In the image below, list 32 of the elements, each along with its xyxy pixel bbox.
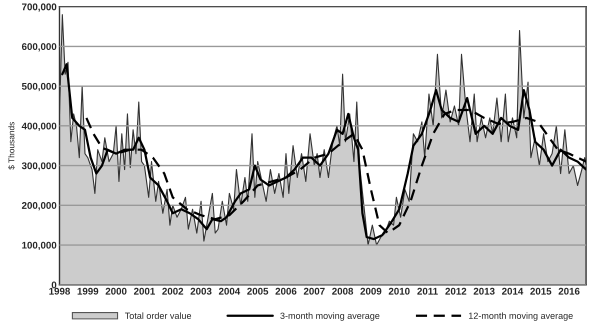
y-tick-label: 300,000: [22, 162, 56, 171]
x-tick-label: 2014: [502, 288, 524, 295]
x-tick-label: 2006: [276, 288, 296, 295]
legend-label: 12-month moving average: [468, 312, 573, 321]
y-tick-label: 600,000: [22, 43, 56, 52]
x-tick-label: 2013: [474, 288, 495, 295]
line-series: [61, 63, 586, 240]
x-tick-label: 2007: [304, 288, 325, 295]
x-tick-label: 2016: [558, 288, 580, 295]
legend-label: 3-month moving average: [280, 312, 380, 321]
x-tick-label: 2003: [190, 288, 212, 295]
x-tick-label: 2002: [162, 288, 184, 295]
x-tick-label: 2004: [218, 288, 240, 295]
x-tick-label: 2001: [134, 288, 155, 295]
y-tick-label: 700,000: [22, 3, 56, 12]
y-tick-label: 100,000: [22, 242, 56, 250]
x-tick-label: 1998: [49, 288, 70, 295]
x-tick-label: 2005: [247, 288, 268, 295]
x-tick-label: 2008: [332, 288, 354, 295]
legend-label: Total order value: [124, 312, 192, 319]
x-tick-label: 2015: [530, 288, 552, 295]
y-tick-label: 0: [52, 281, 56, 288]
y-tick-label: 400,000: [22, 122, 56, 131]
y-tick-label: 500,000: [22, 82, 56, 92]
y-axis-title: $ Thousands: [8, 122, 15, 170]
x-tick-label: 2009: [360, 288, 382, 295]
x-tick-label: 2010: [388, 288, 410, 295]
x-tick-label: 2000: [106, 288, 127, 295]
x-tick-label: 2011: [417, 288, 438, 295]
x-tick-label: 2012: [445, 288, 466, 295]
y-tick-label: 200,000: [22, 202, 56, 210]
x-tick-label: 1999: [78, 288, 98, 295]
